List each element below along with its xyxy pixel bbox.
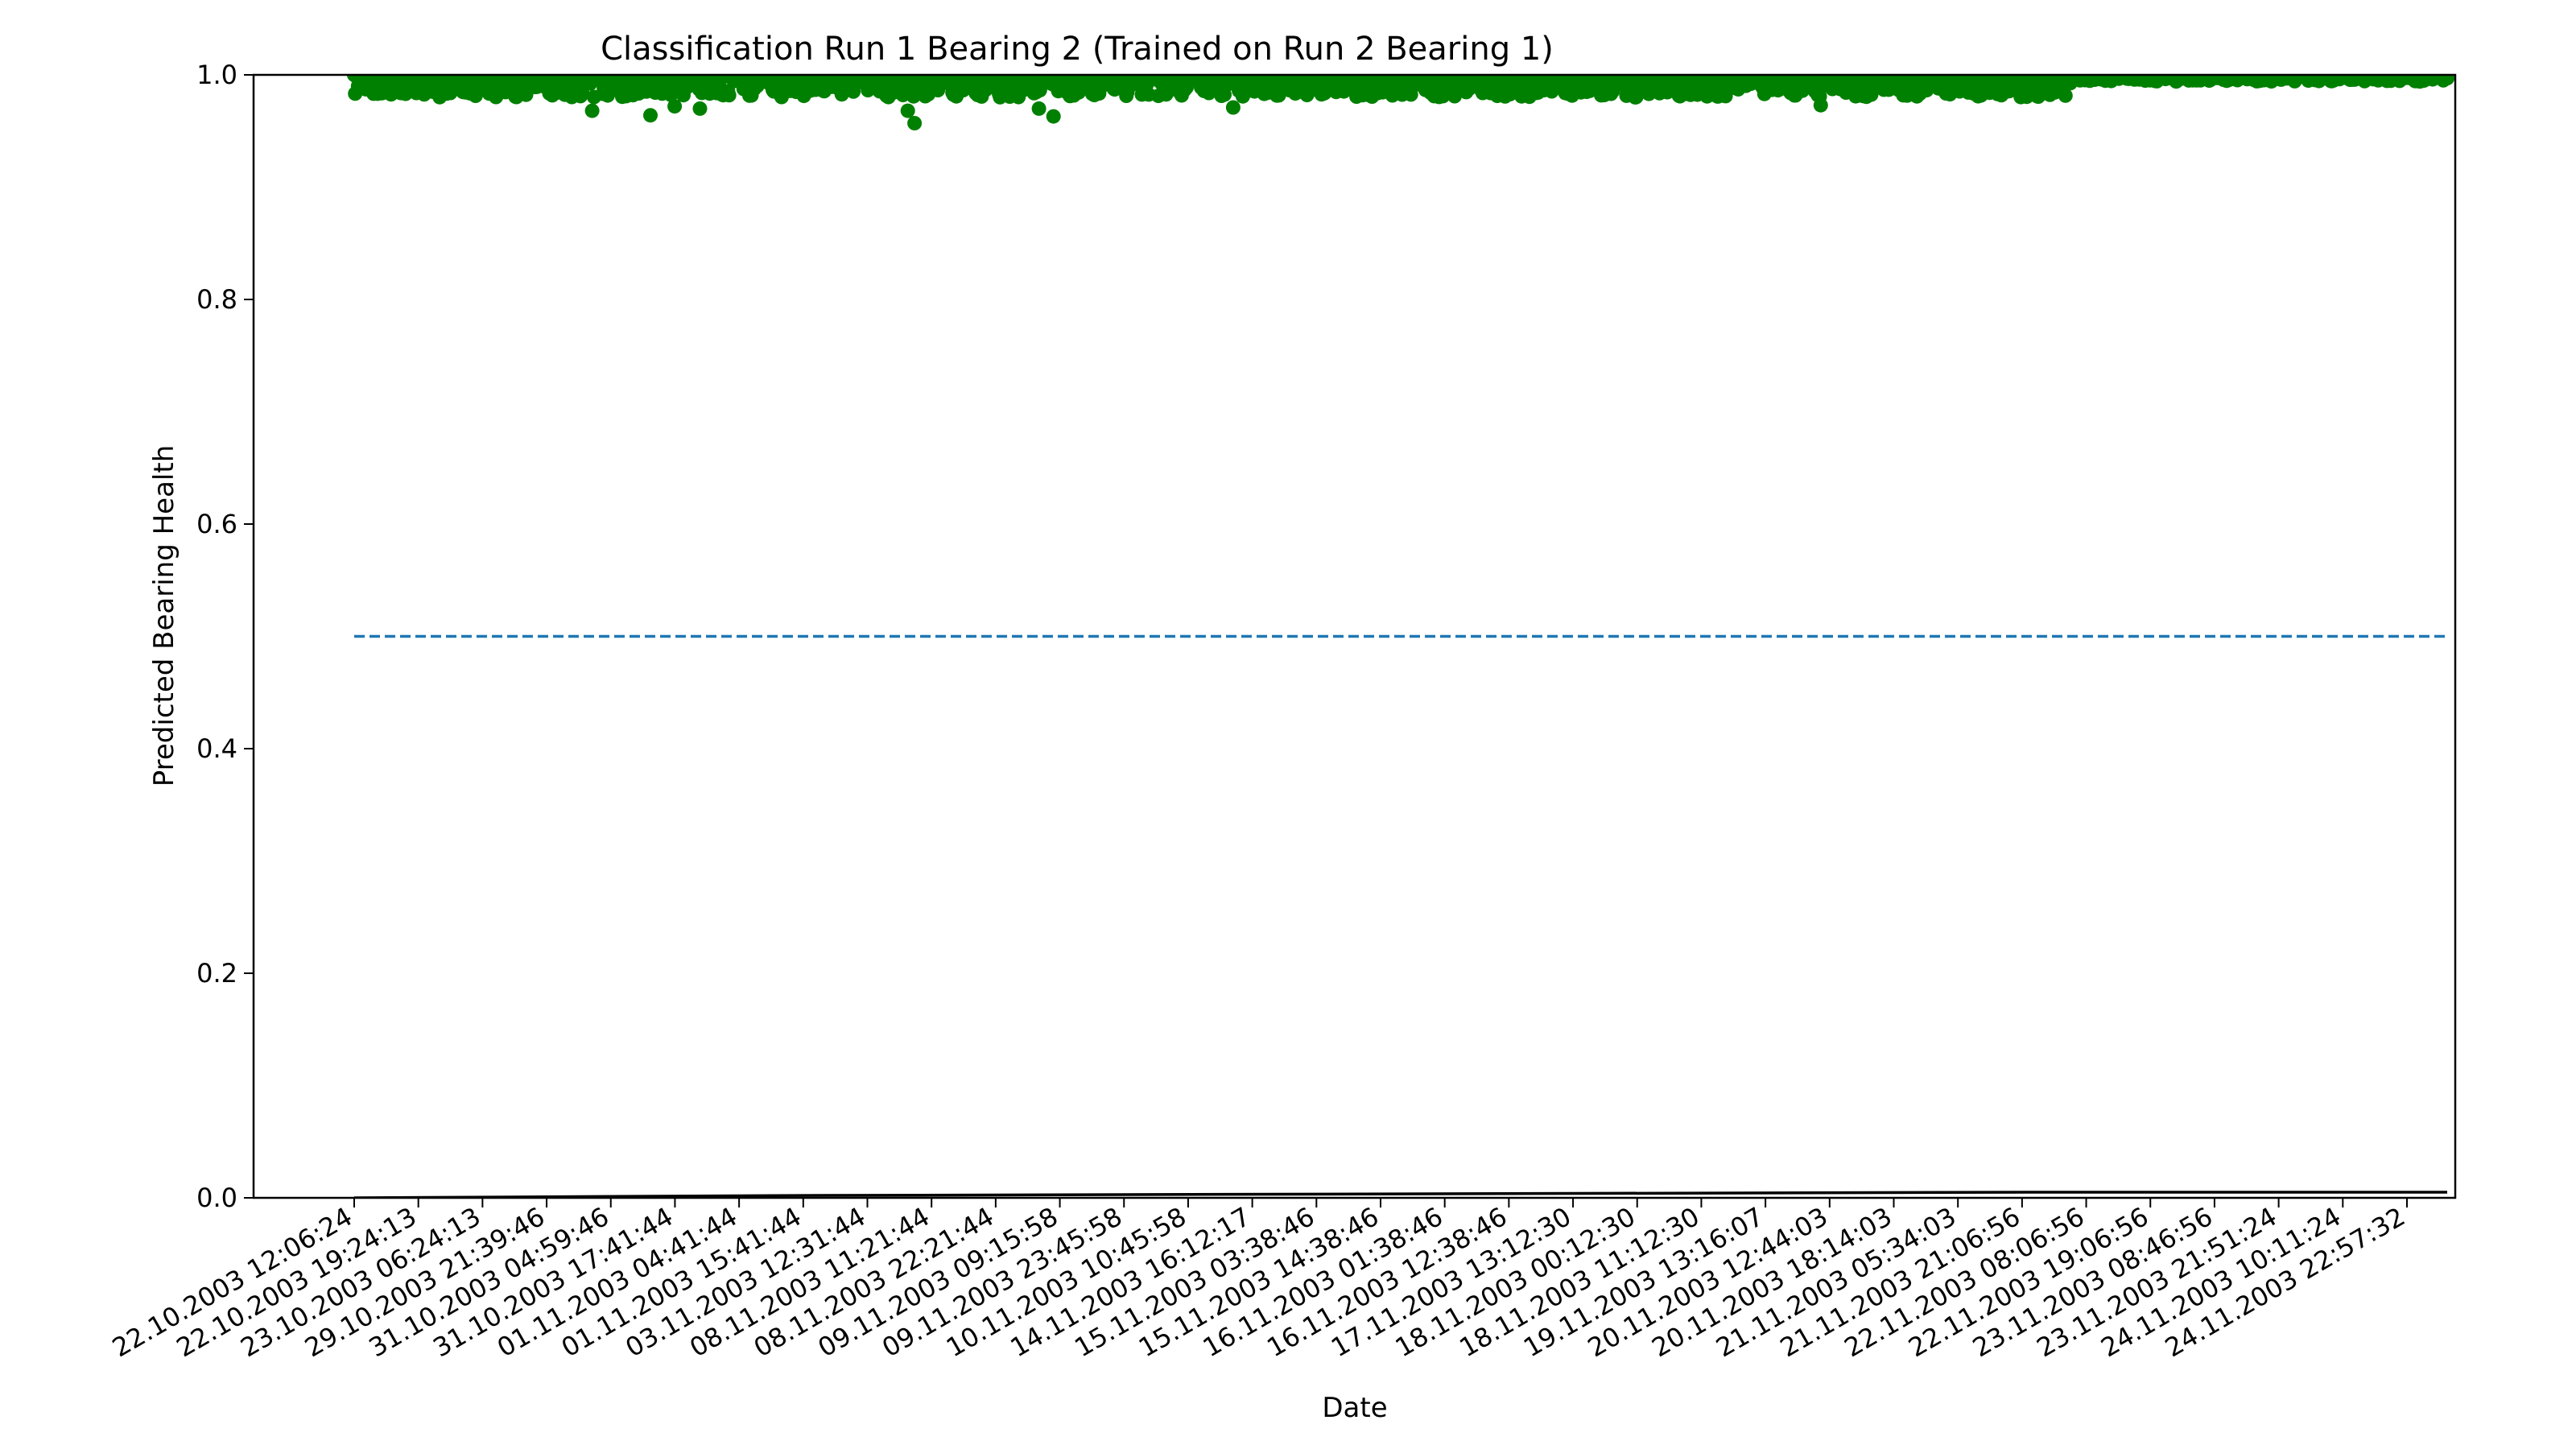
y-axis: 0.0 0.2 0.4 0.6 0.8 1.0 <box>196 60 254 1213</box>
data-point <box>692 101 708 116</box>
data-point <box>1718 89 1733 104</box>
y-tick-label: 0.4 <box>196 733 237 764</box>
y-tick-label: 0.8 <box>196 284 237 315</box>
data-point <box>1046 109 1061 124</box>
data-point <box>900 103 915 118</box>
y-tick-label: 0.2 <box>196 958 237 989</box>
plot-area <box>347 75 2454 1198</box>
y-tick-label: 0.6 <box>196 509 237 539</box>
data-point <box>721 88 737 103</box>
data-point <box>575 86 590 101</box>
data-point <box>834 87 849 102</box>
x-axis-label: Date <box>1322 1392 1387 1424</box>
baseline-line <box>353 1191 2447 1198</box>
data-point <box>1813 97 1828 113</box>
y-tick-label: 1.0 <box>196 60 237 90</box>
data-point <box>1225 100 1241 115</box>
series-points <box>347 75 2454 1198</box>
plot-frame <box>252 73 2457 1199</box>
y-axis-label: Predicted Bearing Health <box>148 445 180 787</box>
y-tick-label: 0.0 <box>196 1183 237 1213</box>
data-point <box>667 99 683 114</box>
data-point <box>398 86 413 101</box>
data-point <box>1447 89 1462 104</box>
data-point <box>2440 75 2454 86</box>
data-point <box>907 116 923 130</box>
chart-title: Classification Run 1 Bearing 2 (Trained … <box>601 31 1554 68</box>
data-point <box>2058 88 2073 103</box>
data-point <box>1031 101 1046 116</box>
data-point <box>584 103 600 118</box>
data-point <box>643 108 658 123</box>
